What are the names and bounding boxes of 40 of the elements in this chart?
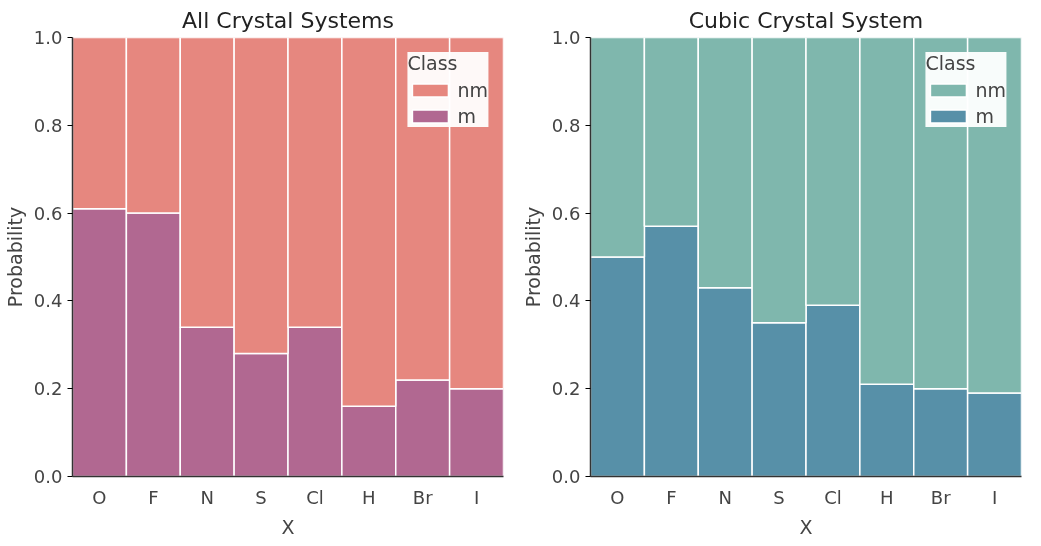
x-tick-label: S bbox=[255, 486, 267, 508]
x-tick-label: I bbox=[473, 486, 480, 508]
x-tick-label: I bbox=[991, 486, 998, 508]
y-axis-title: Probability bbox=[3, 206, 26, 308]
x-axis-title: X bbox=[281, 515, 295, 538]
x-tick-label: F bbox=[666, 486, 677, 508]
x-tick-label: O bbox=[92, 486, 107, 508]
x-axis-title: X bbox=[799, 515, 813, 538]
legend-label: nm bbox=[975, 79, 1006, 101]
y-tick-label: 0.2 bbox=[551, 378, 581, 400]
legend-label: m bbox=[975, 105, 995, 127]
y-tick-label: 0.2 bbox=[33, 378, 63, 400]
y-tick-label: 0.8 bbox=[551, 114, 581, 136]
chart-title: All Crystal Systems bbox=[182, 7, 394, 33]
legend-title: Class bbox=[925, 52, 977, 74]
y-axis-title: Probability bbox=[521, 206, 544, 308]
x-tick-label: Br bbox=[930, 486, 952, 508]
x-tick-label: N bbox=[718, 486, 732, 508]
x-tick-label: H bbox=[362, 486, 376, 508]
y-tick-label: 0.6 bbox=[551, 202, 581, 224]
chart-title: Cubic Crystal System bbox=[688, 7, 924, 33]
legend-label: nm bbox=[457, 79, 488, 101]
x-tick-label: H bbox=[880, 486, 894, 508]
y-tick-label: 0.4 bbox=[33, 290, 63, 312]
x-tick-label: Br bbox=[412, 486, 434, 508]
y-tick-label: 0.8 bbox=[33, 114, 63, 136]
y-tick-label: 0.4 bbox=[551, 290, 581, 312]
legend-title: Class bbox=[407, 52, 459, 74]
x-tick-label: F bbox=[148, 486, 159, 508]
x-tick-label: Cl bbox=[824, 486, 842, 508]
legend-label: m bbox=[457, 105, 477, 127]
y-tick-label: 0.0 bbox=[551, 466, 581, 487]
y-tick-label: 0.0 bbox=[33, 466, 63, 487]
x-tick-label: Cl bbox=[306, 486, 324, 508]
y-tick-label: 0.6 bbox=[33, 202, 63, 224]
x-tick-label: O bbox=[610, 486, 625, 508]
x-tick-label: S bbox=[773, 486, 785, 508]
y-tick-label: 1.0 bbox=[33, 27, 63, 48]
x-tick-label: N bbox=[200, 486, 214, 508]
y-tick-label: 1.0 bbox=[551, 27, 581, 48]
